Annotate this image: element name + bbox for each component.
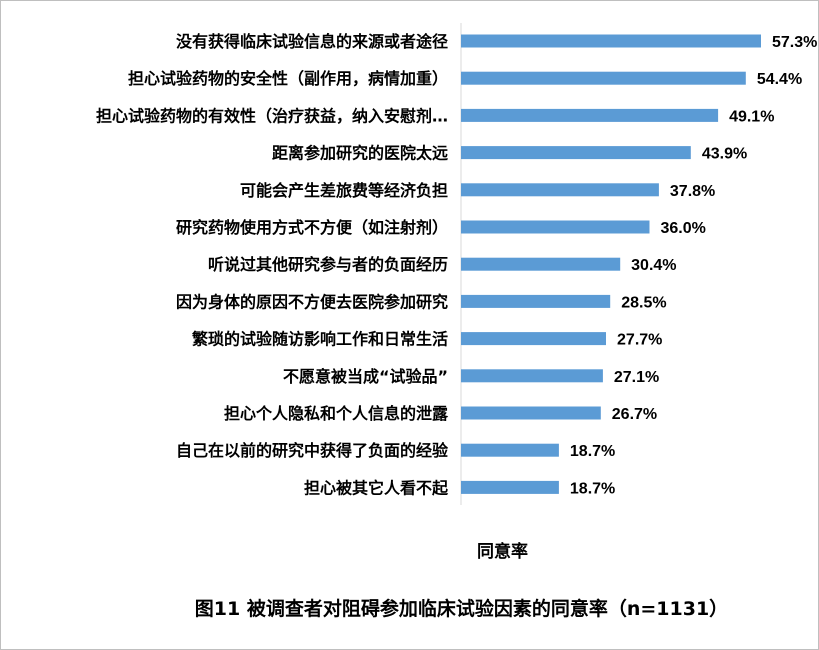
- bar: [461, 108, 719, 122]
- data-label: 57.3%: [772, 34, 817, 51]
- bar: [461, 220, 650, 234]
- data-label: 26.7%: [612, 406, 657, 423]
- data-label: 54.4%: [757, 71, 802, 88]
- category-label: 繁琐的试验随访影响工作和日常生活: [191, 330, 448, 349]
- category-label: 自己在以前的研究中获得了负面的经验: [176, 441, 449, 460]
- category-label: 可能会产生差旅费等经济负担: [240, 181, 448, 200]
- bar: [461, 332, 606, 346]
- category-label: 研究药物使用方式不方便（如注射剂）: [176, 218, 448, 237]
- x-axis-title: 同意率: [477, 542, 528, 562]
- category-label: 担心试验药物的安全性（副作用，病情加重）: [128, 69, 448, 88]
- bar: [461, 146, 691, 160]
- chart-marks: 没有获得临床试验信息的来源或者途径 57.3% 担心试验药物的安全性（副作用，病情加…: [96, 32, 817, 497]
- bar: [461, 257, 621, 271]
- category-label: 不愿意被当成“试验品”: [283, 367, 448, 386]
- data-label: 30.4%: [631, 257, 676, 274]
- bar: [461, 369, 603, 383]
- category-label: 担心试验药物的有效性（治疗获益，纳入安慰剂…: [96, 106, 448, 125]
- bar: [461, 480, 559, 494]
- data-label: 27.7%: [617, 332, 662, 349]
- category-label: 距离参加研究的医院太远: [272, 144, 448, 163]
- data-label: 18.7%: [570, 443, 615, 460]
- bar: [461, 406, 601, 420]
- data-label: 49.1%: [729, 108, 774, 125]
- bar: [461, 183, 659, 197]
- chart-title: 图11 被调查者对阻碍参加临床试验因素的同意率（n=1131）: [194, 598, 729, 620]
- category-label: 没有获得临床试验信息的来源或者途径: [176, 32, 448, 51]
- category-label: 因为身体的原因不方便去医院参加研究: [176, 292, 448, 311]
- data-label: 27.1%: [614, 369, 659, 386]
- bar: [461, 71, 746, 85]
- data-label: 37.8%: [670, 183, 715, 200]
- bar: [461, 34, 761, 48]
- bar: [461, 443, 559, 457]
- category-label: 担心个人隐私和个人信息的泄露: [224, 404, 449, 423]
- data-label: 43.9%: [702, 146, 747, 163]
- data-label: 36.0%: [660, 220, 705, 237]
- category-label: 担心被其它人看不起: [304, 478, 449, 497]
- data-label: 28.5%: [621, 294, 666, 311]
- bar: [461, 294, 611, 308]
- data-label: 18.7%: [570, 480, 615, 497]
- category-label: 听说过其他研究参与者的负面经历: [208, 255, 448, 274]
